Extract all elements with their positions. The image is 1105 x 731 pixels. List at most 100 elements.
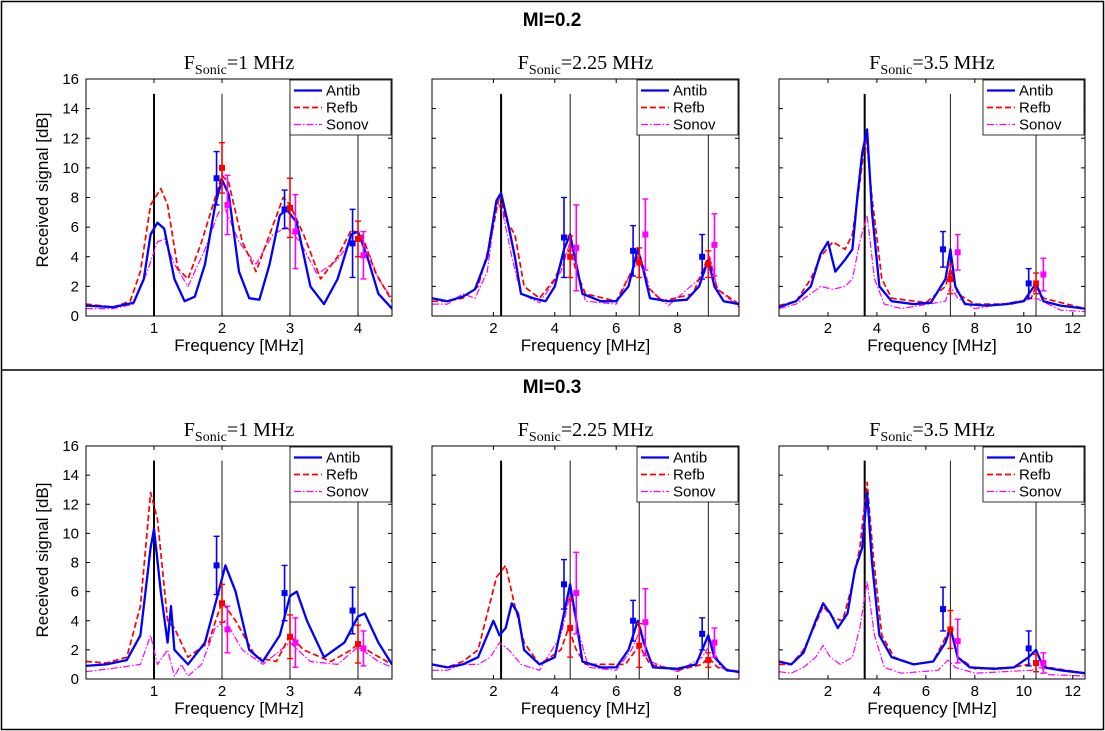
errorbar-mean-sonov bbox=[711, 241, 718, 248]
x-tick-label: 12 bbox=[1064, 683, 1081, 700]
panel-title: FSonic=1 MHz bbox=[184, 419, 295, 445]
errorbar-mean-antib bbox=[213, 175, 220, 182]
x-tick-label: 8 bbox=[673, 683, 681, 700]
row-title-mi-0-2: MI=0.2 bbox=[523, 10, 582, 31]
series-sonov bbox=[432, 593, 739, 674]
errorbar-mean-sonov bbox=[954, 638, 961, 645]
series-group bbox=[86, 174, 392, 310]
errorbar-mean-refb bbox=[287, 633, 293, 640]
errorbar-mean-sonov bbox=[292, 228, 299, 235]
x-tick-label: 6 bbox=[612, 320, 620, 337]
errorbar-mean-refb bbox=[636, 259, 643, 266]
x-tick-label: 3 bbox=[286, 683, 294, 700]
errorbar-mean-sonov bbox=[642, 619, 649, 626]
x-tick-label: 8 bbox=[971, 683, 979, 700]
legend-label-antib: Antib bbox=[673, 450, 707, 467]
series-antib bbox=[432, 583, 739, 673]
ylabel-row2: Received signal [dB] bbox=[33, 483, 52, 638]
y-tick-label: 2 bbox=[71, 642, 79, 659]
panel-title: FSonic=2.25 MHz bbox=[518, 52, 654, 78]
errorbar-mean-refb bbox=[567, 253, 574, 260]
errorbar-mean-refb bbox=[355, 641, 361, 648]
legend-label-sonov: Sonov bbox=[673, 117, 716, 134]
x-axis-label: Frequency [MHz] bbox=[867, 699, 996, 718]
y-tick-label: 14 bbox=[62, 101, 79, 118]
y-tick-label: 8 bbox=[71, 190, 79, 207]
legend-label-antib: Antib bbox=[673, 83, 707, 100]
series-sonov bbox=[779, 214, 1085, 313]
x-tick-label: 2 bbox=[489, 683, 497, 700]
x-tick-label: 12 bbox=[1064, 320, 1081, 337]
series-group bbox=[86, 491, 392, 677]
series-group bbox=[779, 128, 1085, 313]
y-tick-label: 6 bbox=[71, 219, 79, 236]
errorbar-mean-sonov bbox=[360, 252, 367, 259]
errorbar-mean-sonov bbox=[642, 231, 649, 238]
y-tick-label: 14 bbox=[62, 467, 79, 484]
panel-4: FSonic=2.25 MHz 2 4 6 8 Frequency [MHz] AntibR… bbox=[431, 419, 740, 718]
legend-label-refb: Refb bbox=[326, 100, 358, 117]
legend-label-refb: Refb bbox=[673, 100, 705, 117]
legend-label-sonov: Sonov bbox=[673, 484, 716, 501]
y-tick-label: 8 bbox=[71, 555, 79, 572]
x-tick-label: 6 bbox=[922, 320, 930, 337]
x-tick-label: 2 bbox=[489, 320, 497, 337]
errorbar-mean-sonov bbox=[292, 639, 299, 646]
x-tick-label: 1 bbox=[150, 683, 158, 700]
y-tick-label: 2 bbox=[71, 278, 79, 295]
errorbar-mean-antib bbox=[940, 606, 947, 613]
panel-title: FSonic=1 MHz bbox=[184, 52, 295, 78]
errorbar-mean-refb bbox=[219, 600, 225, 607]
errorbar-mean-antib bbox=[1025, 645, 1032, 652]
errorbar-mean-refb bbox=[287, 204, 293, 211]
panel-title: FSonic=3.5 MHz bbox=[869, 419, 995, 445]
errorbar-mean-antib bbox=[561, 581, 568, 588]
x-tick-label: 4 bbox=[354, 320, 362, 337]
legend-label-antib: Antib bbox=[1019, 83, 1053, 100]
series-group bbox=[432, 564, 739, 674]
y-tick-label: 0 bbox=[71, 671, 79, 688]
y-tick-label: 4 bbox=[71, 613, 79, 630]
x-tick-label: 2 bbox=[824, 320, 832, 337]
errorbar-mean-refb bbox=[705, 261, 712, 268]
errorbar-mean-refb bbox=[705, 657, 712, 664]
panel-title: FSonic=2.25 MHz bbox=[518, 419, 654, 445]
series-antib bbox=[779, 491, 1085, 675]
panel-2: FSonic=3.5 MHz 2 4 6 8 10 12 Frequency [MHz] Ant… bbox=[778, 52, 1086, 355]
x-tick-label: 10 bbox=[1015, 320, 1032, 337]
legend-label-refb: Refb bbox=[673, 467, 705, 484]
errorbar-mean-sonov bbox=[573, 590, 580, 597]
y-tick-label: 12 bbox=[62, 496, 79, 513]
errorbar-mean-antib bbox=[699, 630, 706, 637]
errorbar-mean-sonov bbox=[224, 626, 231, 633]
x-axis-label: Frequency [MHz] bbox=[521, 699, 650, 718]
errorbar-mean-sonov bbox=[1040, 659, 1047, 666]
legend-label-antib: Antib bbox=[326, 83, 360, 100]
x-tick-label: 4 bbox=[551, 320, 559, 337]
x-tick-label: 6 bbox=[612, 683, 620, 700]
x-axis-label: Frequency [MHz] bbox=[174, 699, 303, 718]
errorbar-mean-sonov bbox=[360, 645, 367, 652]
series-antib bbox=[432, 191, 739, 306]
series-refb bbox=[86, 174, 392, 308]
errorbar-mean-antib bbox=[281, 206, 288, 213]
errorbar-mean-sonov bbox=[224, 201, 231, 208]
x-tick-label: 1 bbox=[150, 320, 158, 337]
y-tick-label: 6 bbox=[71, 584, 79, 601]
legend-label-refb: Refb bbox=[1019, 100, 1051, 117]
errorbar-mean-sonov bbox=[573, 244, 580, 251]
series-antib bbox=[86, 178, 392, 310]
panel-title: FSonic=3.5 MHz bbox=[869, 52, 995, 78]
x-tick-label: 4 bbox=[551, 683, 559, 700]
ylabel-row1: Received signal [dB] bbox=[33, 113, 52, 268]
x-tick-label: 4 bbox=[873, 683, 881, 700]
legend-label-refb: Refb bbox=[326, 467, 358, 484]
x-tick-label: 8 bbox=[971, 320, 979, 337]
errorbar-mean-refb bbox=[636, 642, 643, 649]
legend-label-sonov: Sonov bbox=[1019, 484, 1062, 501]
